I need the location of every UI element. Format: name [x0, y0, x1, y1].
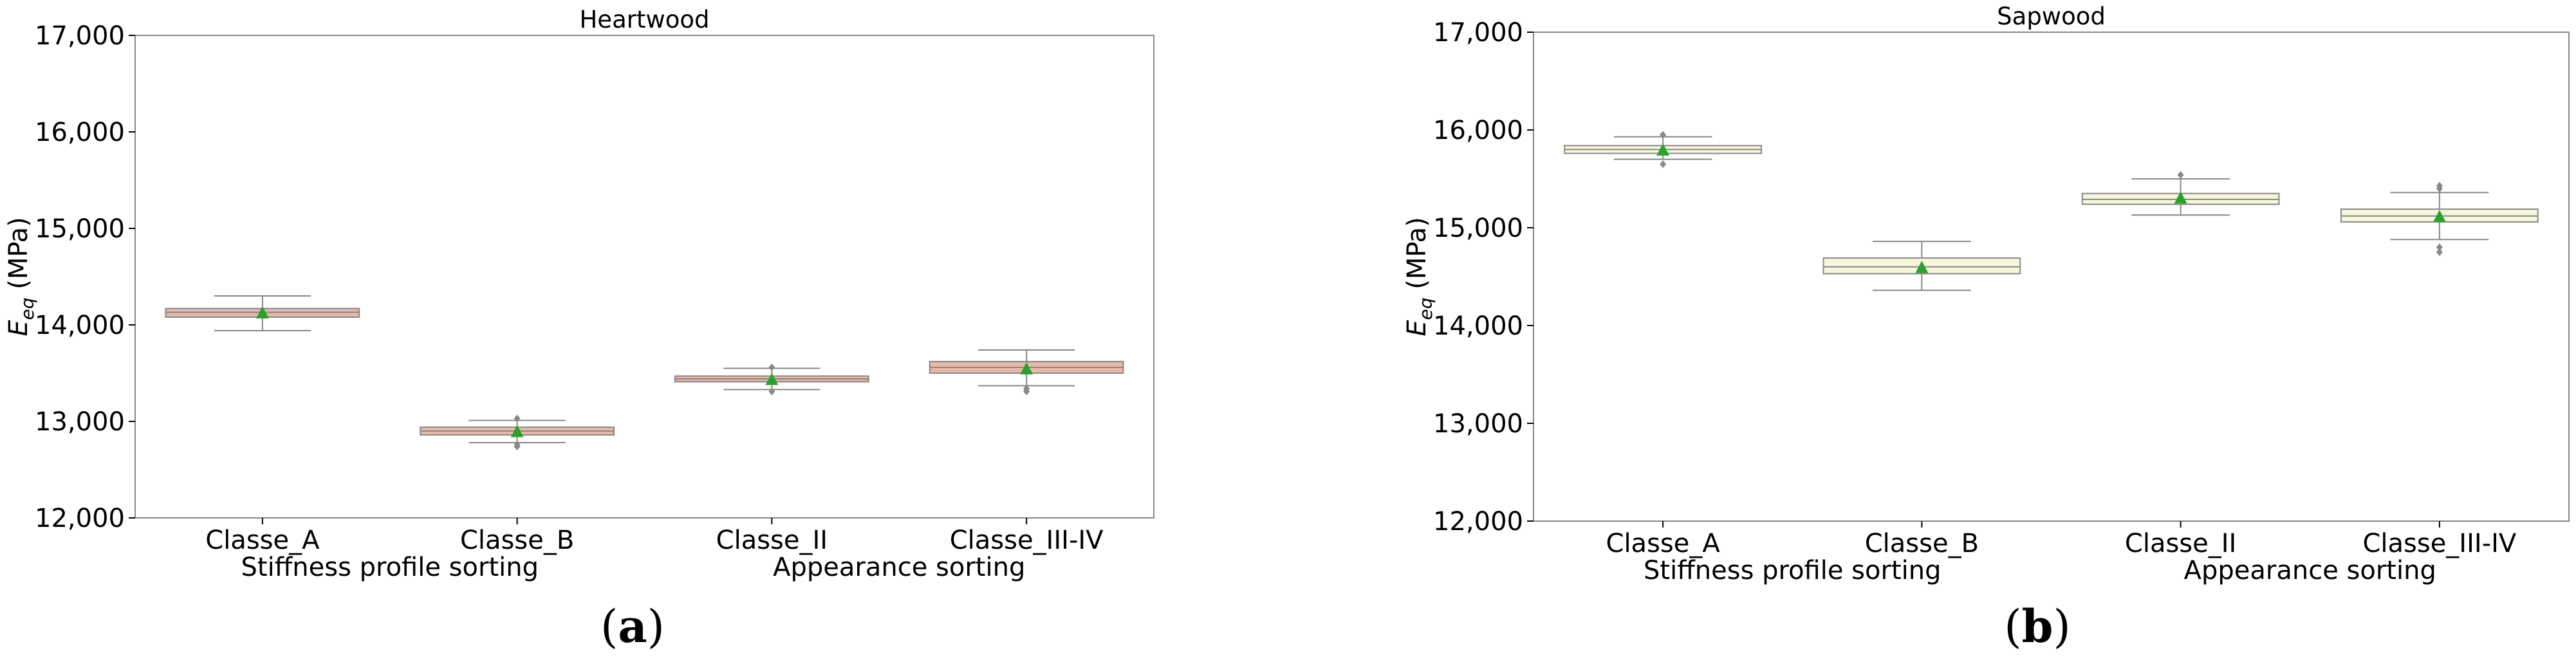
- chart-0-box-Classe_II: [674, 363, 869, 396]
- sapwood-panel: Sapwood 12,000 13,000 14,000 15,000 16,000 17,…: [1402, 3, 2570, 653]
- outlier-point: [768, 363, 775, 371]
- chart-0-panel-label: (a): [600, 600, 665, 653]
- chart-1-box-Classe_A: [1564, 131, 1762, 169]
- outlier-point: [768, 387, 775, 396]
- chart-0-ytick-label: 17,000: [35, 21, 125, 51]
- chart-1-title: Sapwood: [1997, 3, 2106, 30]
- chart-0-ytick-label: 15,000: [35, 214, 125, 244]
- chart-0-ytick-label: 12,000: [35, 504, 125, 533]
- chart-1-panel-label: (b): [2004, 600, 2071, 653]
- chart-1-xtick-label: Classe_III-IV: [2362, 529, 2516, 558]
- outlier-point: [1023, 385, 1030, 392]
- chart-1-xtick-label: Classe_II: [2125, 529, 2236, 558]
- outlier-point: [1660, 160, 1667, 169]
- chart-1-group-label: Appearance sorting: [2184, 556, 2436, 585]
- chart-0-xtick-label: Classe_A: [205, 526, 320, 555]
- outlier-point: [2436, 248, 2443, 256]
- chart-1-box-Classe_B: [1822, 241, 2021, 291]
- outlier-point: [2177, 170, 2184, 179]
- chart-0-xtick-label: Classe_II: [716, 526, 828, 555]
- chart-0-box-Classe_A: [165, 295, 360, 331]
- chart-1-ytick-label: 14,000: [1433, 311, 1523, 341]
- mean-marker: [1915, 261, 1929, 273]
- outlier-point: [2436, 181, 2443, 190]
- chart-1-ylabel: Eeq (MPa): [1402, 217, 1436, 336]
- mean-marker: [255, 306, 269, 318]
- chart-1-ytick-label: 13,000: [1433, 409, 1523, 439]
- outlier-point: [2436, 243, 2443, 252]
- chart-0-ytick-label: 13,000: [35, 407, 125, 437]
- chart-1-xtick-label: Classe_A: [1606, 529, 1721, 558]
- chart-1-ytick-label: 15,000: [1433, 214, 1523, 243]
- chart-1-xtick-label: Classe_B: [1865, 529, 1979, 558]
- chart-1-plot-frame: [1533, 32, 2570, 522]
- chart-0-ytick-label: 16,000: [35, 118, 125, 147]
- chart-0-box-Classe_III-IV: [929, 349, 1124, 396]
- mean-marker: [510, 425, 524, 437]
- chart-1-box-Classe_III-IV: [2340, 181, 2539, 256]
- chart-1-box-Classe_II: [2081, 170, 2280, 216]
- chart-0-xtick-label: Classe_III-IV: [950, 526, 1104, 555]
- chart-1-ytick-label: 12,000: [1433, 507, 1523, 537]
- mean-marker: [1656, 143, 1670, 156]
- outlier-point: [1660, 131, 1667, 139]
- outlier-point: [514, 414, 521, 423]
- chart-0-ylabel: Eeq (MPa): [4, 217, 38, 336]
- outlier-point: [514, 441, 521, 448]
- heartwood-panel: Heartwood 12,000 13,000 14,000 15,000 16,000 1…: [4, 6, 1154, 653]
- chart-1-ytick-label: 17,000: [1433, 18, 1523, 48]
- chart-1-ytick-label: 16,000: [1433, 116, 1523, 145]
- chart-0-title: Heartwood: [579, 6, 709, 33]
- chart-1-group-label: Stiffness profile sorting: [1644, 556, 1941, 585]
- chart-0-plot-frame: [134, 35, 1154, 519]
- mean-marker: [1020, 362, 1033, 374]
- chart-0-group-label: Appearance sorting: [773, 553, 1025, 582]
- chart-0-group-label: Stiffness profile sorting: [241, 553, 539, 582]
- chart-0-xtick-label: Classe_B: [460, 526, 574, 555]
- chart-0-ytick-label: 14,000: [35, 311, 125, 340]
- mean-marker: [765, 372, 779, 385]
- mean-marker: [2432, 210, 2446, 223]
- mean-marker: [2174, 191, 2187, 204]
- chart-0-box-Classe_B: [420, 414, 615, 450]
